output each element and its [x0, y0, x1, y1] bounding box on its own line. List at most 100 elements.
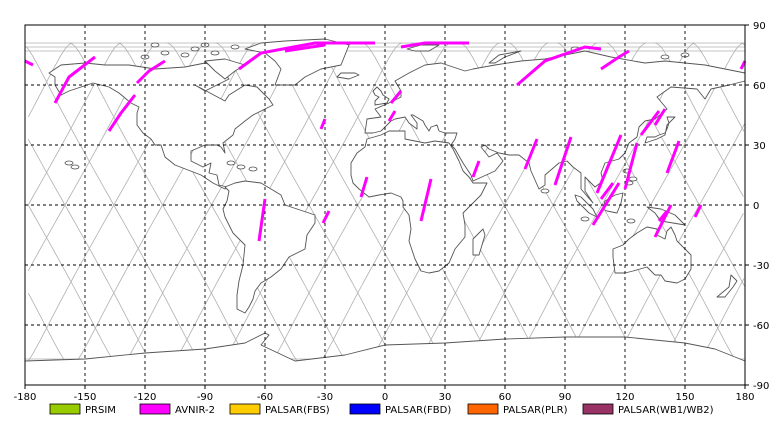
avnir2-swath	[389, 90, 403, 104]
legend-item: AVNIR-2	[139, 403, 215, 416]
coast-uk	[372, 86, 390, 106]
avnir2-swath	[523, 138, 539, 170]
x-tick-label: -180	[14, 392, 37, 403]
coast-island	[226, 160, 236, 166]
avnir2-swath	[595, 134, 623, 194]
coast-island	[70, 164, 80, 170]
y-tick-label: -90	[753, 381, 769, 392]
coast-island	[580, 216, 590, 222]
x-tick-label: 180	[735, 392, 754, 403]
legend-swatch	[582, 403, 614, 415]
coast-island	[626, 218, 636, 224]
coast-japan	[644, 116, 676, 144]
legend-label: PRSIM	[85, 405, 116, 416]
avnir2-swath	[600, 49, 630, 71]
axis-tick-labels: -180 -150 -120 -90 -60 -30 0 30 60 90 120 150 180 90 6…	[14, 21, 770, 403]
avnir2-swath	[623, 142, 639, 190]
coast-africa	[350, 130, 488, 274]
coast-island	[540, 188, 550, 194]
avnir2-swath	[400, 41, 469, 49]
coast-island	[660, 54, 670, 60]
coast-island	[236, 164, 246, 170]
avnir2-swath	[319, 118, 327, 130]
legend-label: PALSAR(PLR)	[503, 405, 568, 416]
legend-label: PALSAR(WB1/WB2)	[618, 405, 714, 416]
avnir2-swath	[693, 204, 703, 218]
y-tick-label: -30	[753, 261, 769, 272]
coast-island	[160, 50, 170, 56]
x-tick-label: -90	[197, 392, 213, 403]
graticule	[25, 25, 745, 385]
avnir2-swath	[553, 136, 573, 186]
x-tick-label: 0	[382, 392, 388, 403]
legend-swatch	[49, 403, 81, 415]
coast-new-zealand	[716, 274, 738, 298]
x-tick-label: -120	[134, 392, 157, 403]
coast-island	[180, 52, 190, 58]
legend-swatch	[349, 403, 381, 415]
avnir2-swath	[387, 110, 397, 122]
coast-svalbard	[406, 44, 440, 52]
avnir2-swath	[665, 140, 681, 174]
avnir2-swath	[238, 41, 375, 71]
avnir2-swath	[257, 198, 267, 242]
legend-label: PALSAR(FBS)	[265, 405, 330, 416]
coast-island	[248, 166, 258, 172]
y-tick-label: 30	[753, 141, 766, 152]
coast-indonesia-borneo	[602, 192, 624, 214]
coast-island	[628, 176, 638, 182]
legend-label: PALSAR(FBD)	[385, 405, 451, 416]
y-tick-label: 60	[753, 81, 766, 92]
coast-baffin	[204, 58, 246, 80]
coast-north-america	[48, 62, 274, 190]
avnir2-swath	[53, 55, 96, 104]
x-tick-label: -150	[74, 392, 97, 403]
x-tick-label: -60	[257, 392, 273, 403]
legend-swatch	[467, 403, 499, 415]
avnir2-swath	[471, 160, 481, 178]
x-tick-label: -30	[317, 392, 333, 403]
avnir2-swaths	[24, 41, 747, 242]
legend-swatch	[139, 403, 171, 415]
x-tick-label: 90	[559, 392, 572, 403]
legend-item: PALSAR(FBS)	[229, 403, 330, 416]
legend-item: PALSAR(WB1/WB2)	[582, 403, 714, 416]
avnir2-swath	[284, 43, 326, 53]
avnir2-swath	[107, 94, 137, 132]
avnir2-swath	[321, 210, 331, 224]
avnir2-swath	[599, 182, 615, 200]
legend: PRSIM AVNIR-2 PALSAR(FBS) PALSAR(FBD) PALSAR…	[49, 403, 714, 416]
x-tick-label: 150	[675, 392, 694, 403]
coast-iceland	[336, 72, 360, 80]
y-tick-label: -60	[753, 321, 769, 332]
coast-island	[64, 160, 74, 166]
avnir2-swath	[516, 45, 602, 87]
avnir2-swath	[591, 182, 621, 226]
x-tick-label: 120	[615, 392, 634, 403]
axis-ticks	[24, 24, 749, 389]
avnir2-swath	[419, 178, 433, 222]
coast-island	[210, 50, 220, 56]
legend-item: PALSAR(FBD)	[349, 403, 451, 416]
coast-island	[150, 42, 160, 48]
avnir2-swath	[135, 59, 166, 85]
avnir2-swath	[24, 59, 34, 67]
coast-south-america	[222, 180, 316, 314]
avnir2-swath	[739, 60, 747, 70]
avnir2-swath	[657, 210, 669, 222]
avnir2-swath	[653, 108, 667, 126]
x-tick-label: 60	[499, 392, 512, 403]
coast-madagascar	[472, 228, 486, 256]
legend-label: AVNIR-2	[175, 405, 215, 416]
legend-item: PRSIM	[49, 403, 116, 416]
coast-australia	[612, 226, 692, 284]
x-tick-label: 30	[439, 392, 452, 403]
avnir2-swath	[359, 176, 369, 198]
avnir2-swath	[653, 204, 673, 238]
legend-swatch	[229, 403, 261, 415]
coast-island	[230, 44, 240, 50]
y-tick-label: 90	[753, 21, 766, 32]
avnir2-swath	[639, 110, 661, 136]
